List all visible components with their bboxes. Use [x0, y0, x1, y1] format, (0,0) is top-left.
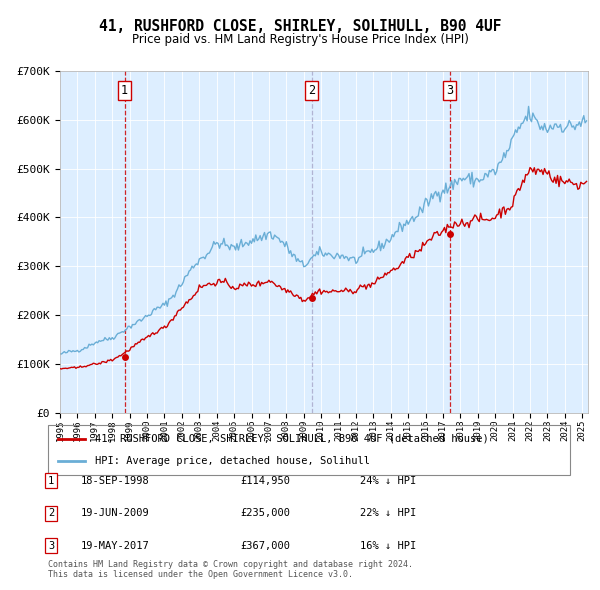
- Text: 1: 1: [48, 476, 54, 486]
- Text: 41, RUSHFORD CLOSE, SHIRLEY, SOLIHULL, B90 4UF: 41, RUSHFORD CLOSE, SHIRLEY, SOLIHULL, B…: [99, 19, 501, 34]
- Text: 2: 2: [308, 84, 316, 97]
- Text: 3: 3: [48, 541, 54, 550]
- Text: Price paid vs. HM Land Registry's House Price Index (HPI): Price paid vs. HM Land Registry's House …: [131, 33, 469, 46]
- Text: £114,950: £114,950: [240, 476, 290, 486]
- Text: 22% ↓ HPI: 22% ↓ HPI: [360, 509, 416, 518]
- Text: 18-SEP-1998: 18-SEP-1998: [81, 476, 150, 486]
- Text: 19-MAY-2017: 19-MAY-2017: [81, 541, 150, 550]
- Text: 2: 2: [48, 509, 54, 518]
- Text: 41, RUSHFORD CLOSE, SHIRLEY, SOLIHULL, B90 4UF (detached house): 41, RUSHFORD CLOSE, SHIRLEY, SOLIHULL, B…: [95, 434, 489, 444]
- Text: 1: 1: [121, 84, 128, 97]
- Text: 16% ↓ HPI: 16% ↓ HPI: [360, 541, 416, 550]
- Text: Contains HM Land Registry data © Crown copyright and database right 2024.
This d: Contains HM Land Registry data © Crown c…: [48, 560, 413, 579]
- Text: HPI: Average price, detached house, Solihull: HPI: Average price, detached house, Soli…: [95, 456, 370, 466]
- Text: £367,000: £367,000: [240, 541, 290, 550]
- Text: 19-JUN-2009: 19-JUN-2009: [81, 509, 150, 518]
- Text: 24% ↓ HPI: 24% ↓ HPI: [360, 476, 416, 486]
- Text: £235,000: £235,000: [240, 509, 290, 518]
- Text: 3: 3: [446, 84, 453, 97]
